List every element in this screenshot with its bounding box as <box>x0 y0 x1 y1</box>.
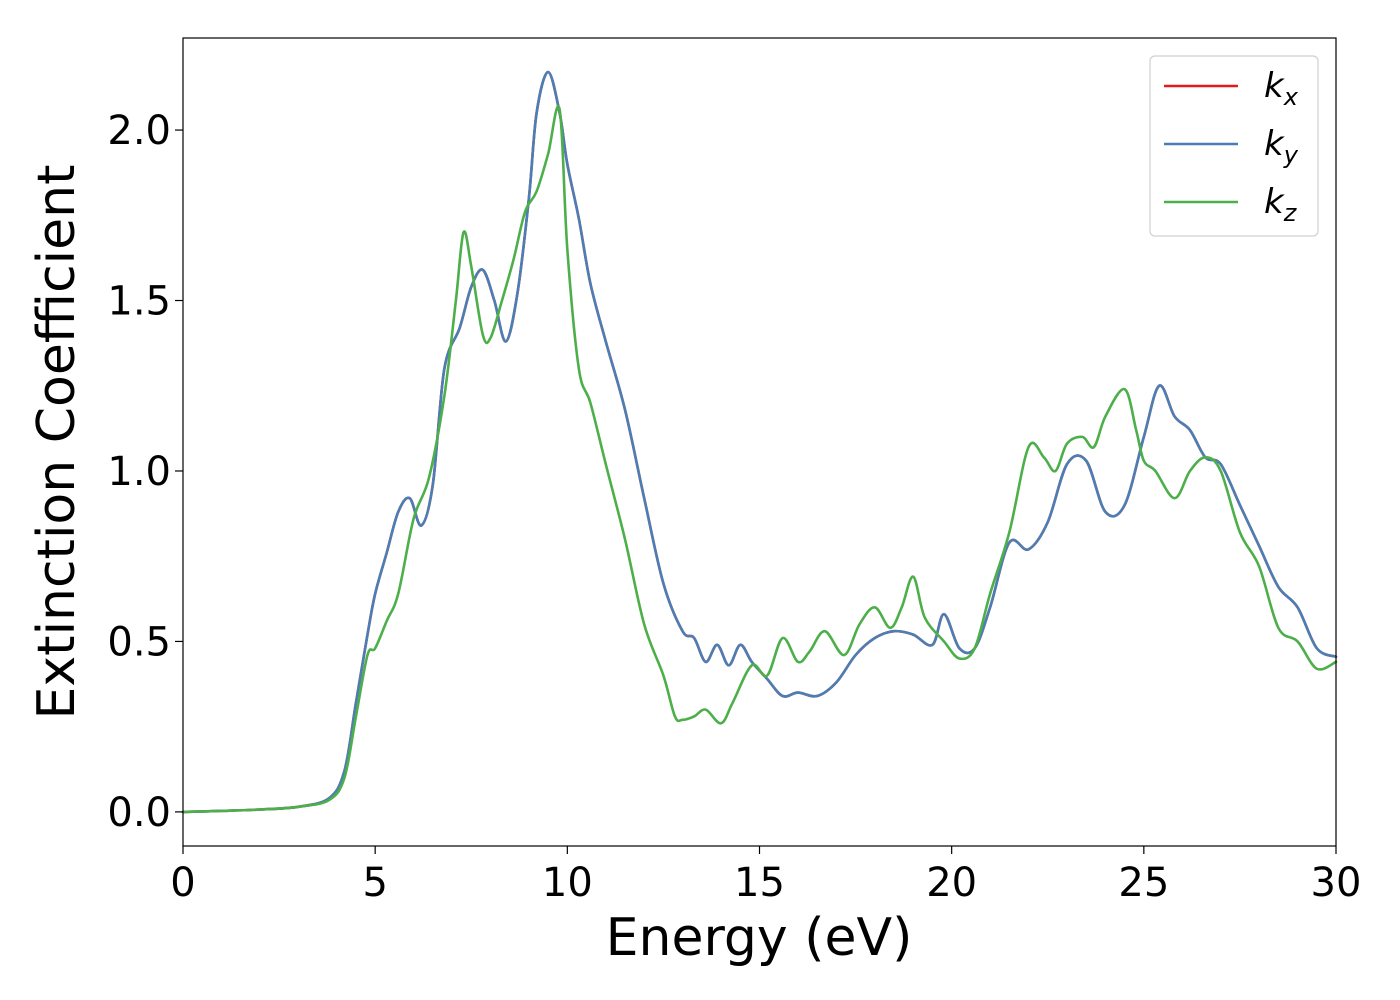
x-axis: 0 5 10 15 20 25 30 <box>170 846 1361 906</box>
legend-label-z: kz <box>1264 182 1298 227</box>
y-tick-label: 1.0 <box>107 449 171 495</box>
x-tick-label: 10 <box>542 860 593 906</box>
legend-label-y: ky <box>1264 124 1299 169</box>
y-axis: 0.0 0.5 1.0 1.5 2.0 <box>107 108 183 836</box>
plot-background <box>183 38 1336 846</box>
x-tick-label: 15 <box>734 860 785 906</box>
series-line-y <box>181 70 1338 814</box>
y-tick-label: 1.5 <box>107 279 171 325</box>
x-tick-label: 20 <box>926 860 977 906</box>
series-layer <box>181 70 1338 814</box>
x-axis-label: Energy (eV) <box>606 908 913 968</box>
y-tick-label: 0.5 <box>107 619 171 665</box>
series-line-z <box>181 105 1338 814</box>
y-tick-label: 0.0 <box>107 790 171 836</box>
legend: kx ky kz <box>1149 55 1319 237</box>
legend-label-x: kx <box>1264 66 1299 111</box>
legend-box <box>1149 55 1319 237</box>
x-tick-label: 30 <box>1311 860 1362 906</box>
x-tick-label: 5 <box>362 860 387 906</box>
y-axis-label: Extinction Coefficient <box>27 165 87 720</box>
x-tick-label: 25 <box>1118 860 1169 906</box>
x-tick-label: 0 <box>170 860 195 906</box>
y-tick-label: 2.0 <box>107 108 171 154</box>
